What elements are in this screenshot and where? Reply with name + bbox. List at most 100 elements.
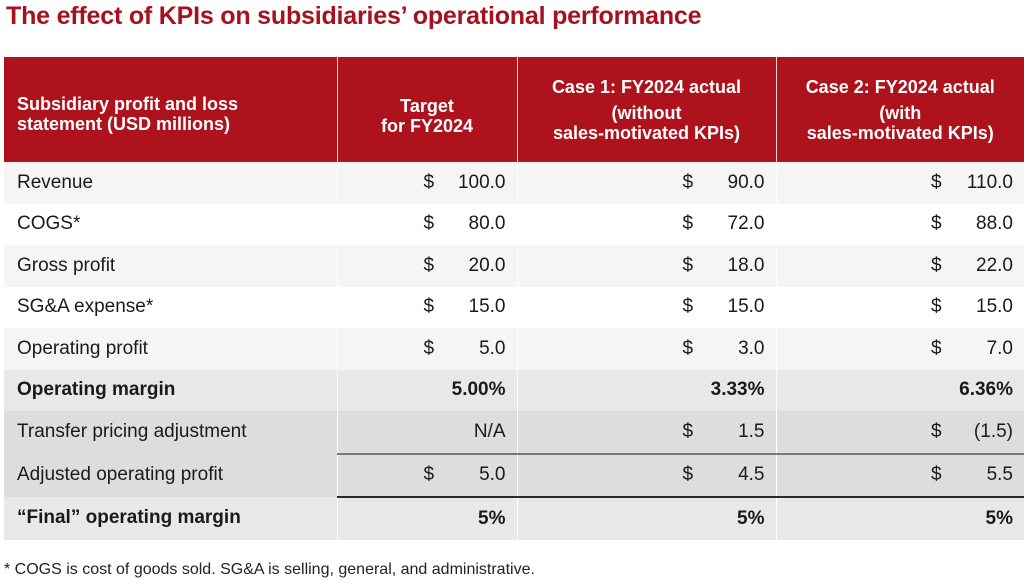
kpi-pl-table: Subsidiary profit and loss statement (US… [4,57,1024,540]
value-cell: N/A [337,411,518,455]
cell-text: 5.00% [451,379,506,401]
value-cell: 5% [337,497,518,540]
amount: (1.5) [973,420,1013,442]
value-cell: $4.5 [517,453,777,498]
row-label: Transfer pricing adjustment [4,411,338,454]
footnote: * COGS is cost of goods sold. SG&A is se… [4,561,535,578]
value-cell: $5.0 [337,453,518,498]
amount: 20.0 [468,254,506,276]
row-label: Revenue [4,162,338,204]
value-cell: 6.36% [776,369,1024,411]
table-row: Transfer pricing adjustment N/A $1.5 $ (1.5) [4,411,1024,455]
currency-symbol: $ [682,420,694,442]
currency-symbol: $ [682,254,694,276]
value-cell: $88.0 [776,203,1024,245]
value-cell: $100.0 [337,162,518,204]
money-value: $15.0 [424,296,506,318]
amount: 90.0 [727,171,765,193]
amount: 100.0 [457,171,506,193]
currency-symbol: $ [423,171,435,193]
table-row: Operating margin 5.00% 3.33% 6.36% [4,369,1024,411]
amount: 3.0 [738,337,765,359]
amount: 5.0 [479,464,506,486]
value-cell: $15.0 [776,286,1024,328]
value-cell: 5% [776,497,1024,540]
money-value: $5.0 [424,464,506,486]
money-value: $7.0 [931,338,1013,360]
row-label: COGS* [4,203,338,245]
table-row: “Final” operating margin 5% 5% 5% [4,497,1024,540]
row-label: “Final” operating margin [4,497,338,540]
money-value: $72.0 [683,213,765,235]
money-value: $80.0 [424,213,506,235]
currency-symbol: $ [682,296,694,318]
value-cell: $80.0 [337,203,518,245]
header-case2: Case 2: FY2024 actual (with sales-motiva… [776,57,1024,162]
table-row: Operating profit $5.0 $3.0 $7.0 [4,328,1024,370]
value-cell: $7.0 [776,328,1024,370]
currency-symbol: $ [423,254,435,276]
row-label: Operating margin [4,369,338,411]
value-cell: $22.0 [776,245,1024,287]
table-row: SG&A expense* $15.0 $15.0 $15.0 [4,286,1024,328]
value-cell: 5% [517,497,777,540]
header-line: (without [611,102,682,123]
table-row: COGS* $80.0 $72.0 $88.0 [4,203,1024,245]
header-line: statement (USD millions) [17,113,231,134]
currency-symbol: $ [682,171,694,193]
amount: 15.0 [727,296,765,318]
page-title: The effect of KPIs on subsidiaries’ oper… [6,2,702,30]
value-cell: $72.0 [517,203,777,245]
money-value: $15.0 [931,296,1013,318]
amount: 110.0 [966,171,1013,193]
money-value: $110.0 [931,172,1013,194]
amount: 5.0 [479,337,506,359]
currency-symbol: $ [931,420,942,442]
value-cell: 3.33% [517,369,777,411]
table-row: Adjusted operating profit $5.0 $4.5 $5.5 [4,453,1024,498]
cell-text: 5% [478,507,506,529]
cell-text: 3.33% [710,379,765,401]
amount: 22.0 [976,254,1013,276]
currency-symbol: $ [423,464,435,486]
header-line: Case 1: FY2024 actual [551,76,742,97]
amount: 18.0 [727,254,765,276]
table-header-row: Subsidiary profit and loss statement (US… [4,57,1024,162]
amount: 15.0 [468,296,506,318]
cell-text: 6.36% [959,379,1013,401]
value-cell: $18.0 [517,245,777,287]
money-value: $3.0 [683,338,765,360]
currency-symbol: $ [682,464,694,486]
currency-symbol: $ [682,337,694,359]
money-value: $1.5 [683,421,765,443]
amount: 88.0 [976,213,1013,235]
currency-symbol: $ [423,213,435,235]
amount: 1.5 [738,420,765,442]
value-cell: $20.0 [337,245,518,287]
currency-symbol: $ [423,296,435,318]
amount: 80.0 [468,213,506,235]
currency-symbol: $ [931,337,942,359]
header-target: Target for FY2024 [337,57,518,162]
money-value: $20.0 [424,255,506,277]
amount: 7.0 [986,337,1013,359]
money-value: $5.0 [424,338,506,360]
currency-symbol: $ [682,213,694,235]
money-value: $18.0 [683,255,765,277]
value-cell: $15.0 [517,286,777,328]
table-row: Revenue $100.0 $90.0 $110.0 [4,162,1024,204]
header-line: for FY2024 [380,115,474,136]
value-cell: $1.5 [517,411,777,455]
currency-symbol: $ [423,337,435,359]
cell-text: N/A [473,420,506,442]
money-value: $5.5 [931,464,1013,486]
currency-symbol: $ [931,296,942,318]
row-label: Adjusted operating profit [4,453,338,497]
header-statement: Subsidiary profit and loss statement (US… [4,57,338,162]
money-value: $90.0 [683,172,765,194]
value-cell: $5.5 [776,453,1024,498]
row-label: Gross profit [4,245,338,287]
value-cell: $5.0 [337,328,518,370]
value-cell: $15.0 [337,286,518,328]
value-cell: $110.0 [776,162,1024,204]
